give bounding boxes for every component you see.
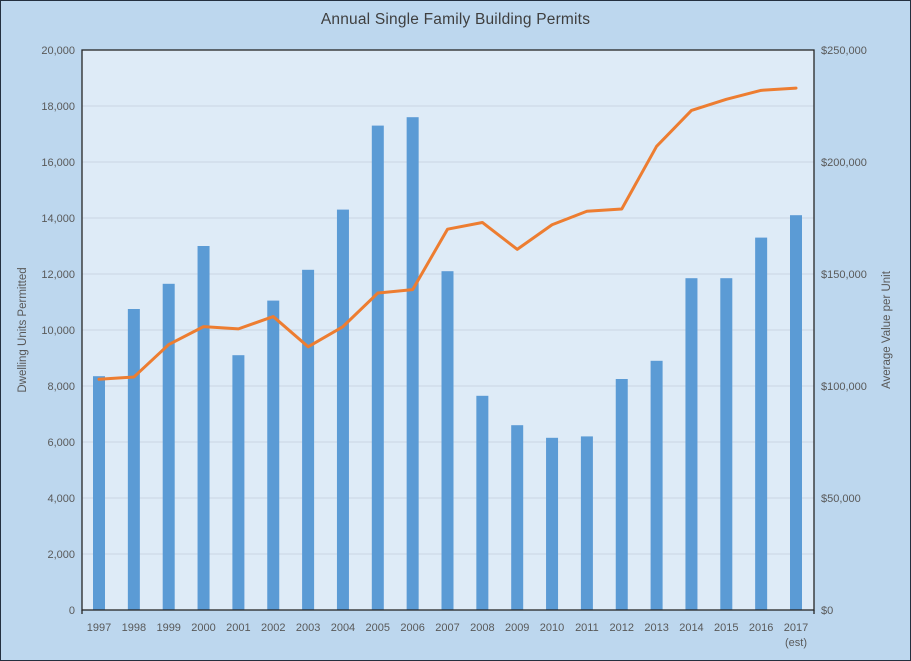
chart-title: Annual Single Family Building Permits [320, 11, 591, 28]
left-axis-tick-label: 4,000 [47, 493, 75, 505]
x-axis-label: 2013 [644, 622, 668, 634]
right-axis-tick-label: $150,000 [821, 269, 867, 281]
left-axis-tick-label: 10,000 [41, 325, 75, 337]
bar-2001 [232, 355, 245, 610]
x-axis-label: 2001 [226, 622, 250, 634]
bar-2003 [302, 269, 315, 610]
x-axis-label: 2008 [470, 622, 494, 634]
bar-2014 [685, 278, 698, 610]
left-axis-tick-label: 2,000 [47, 549, 75, 561]
bar-1999 [162, 283, 175, 610]
left-axis-tick-label: 16,000 [41, 157, 75, 169]
x-axis-label: 2012 [610, 622, 634, 634]
bar-2007 [441, 271, 454, 610]
bar-2013 [650, 360, 663, 610]
bar-2011 [580, 436, 593, 610]
x-axis-label: 2015 [714, 622, 738, 634]
x-axis-label: 2003 [296, 622, 320, 634]
bar-2006 [406, 117, 419, 610]
bar-2004 [336, 209, 349, 610]
left-axis-tick-label: 18,000 [41, 101, 75, 113]
bar-2000 [197, 246, 210, 610]
x-axis-label: 2014 [679, 622, 703, 634]
bar-2012 [615, 379, 628, 610]
left-axis-tick-label: 20,000 [41, 45, 75, 57]
right-axis-tick-label: $50,000 [821, 493, 861, 505]
x-axis-est-note: (est) [785, 637, 807, 649]
right-axis-tick-label: $100,000 [821, 381, 867, 393]
bar-2009 [511, 425, 524, 610]
plot-border [81, 49, 815, 611]
bar-1998 [127, 309, 140, 610]
left-axis-tick-label: 14,000 [41, 213, 75, 225]
x-axis-label: 2016 [749, 622, 773, 634]
x-axis-label: 2002 [261, 622, 285, 634]
bar-2015 [720, 278, 733, 610]
x-axis-label: 2007 [435, 622, 459, 634]
x-axis-label: 1997 [87, 622, 111, 634]
left-axis-tick-label: 12,000 [41, 269, 75, 281]
left-axis-tick-label: 8,000 [47, 381, 75, 393]
x-axis-label: 1998 [122, 622, 146, 634]
x-axis-label: 2011 [575, 622, 599, 634]
left-axis-tick-label: 0 [69, 605, 75, 617]
left-axis-tick-label: 6,000 [47, 437, 75, 449]
right-axis-tick-label: $0 [821, 605, 833, 617]
x-axis-label: 2009 [505, 622, 529, 634]
x-axis-label: 2017 [784, 622, 808, 634]
bar-2002 [267, 300, 280, 610]
x-axis-label: 1999 [156, 622, 180, 634]
x-axis-label: 2005 [366, 622, 390, 634]
x-axis-label: 2004 [331, 622, 355, 634]
right-axis-title: Average Value per Unit [881, 271, 893, 389]
x-axis-label: 2006 [400, 622, 424, 634]
bar-2010 [546, 437, 559, 610]
bar-2008 [476, 395, 489, 610]
x-axis-label: 2010 [540, 622, 564, 634]
bar-1997 [93, 376, 105, 610]
x-axis-label: 2000 [191, 622, 215, 634]
right-axis-tick-label: $250,000 [821, 45, 867, 57]
left-axis-title: Dwelling Units Permitted [17, 267, 29, 393]
average-value-line [97, 86, 798, 381]
bar-2017 [790, 215, 802, 610]
bar-2005 [371, 125, 384, 610]
bar-2016 [755, 237, 768, 610]
right-axis-tick-label: $200,000 [821, 157, 867, 169]
